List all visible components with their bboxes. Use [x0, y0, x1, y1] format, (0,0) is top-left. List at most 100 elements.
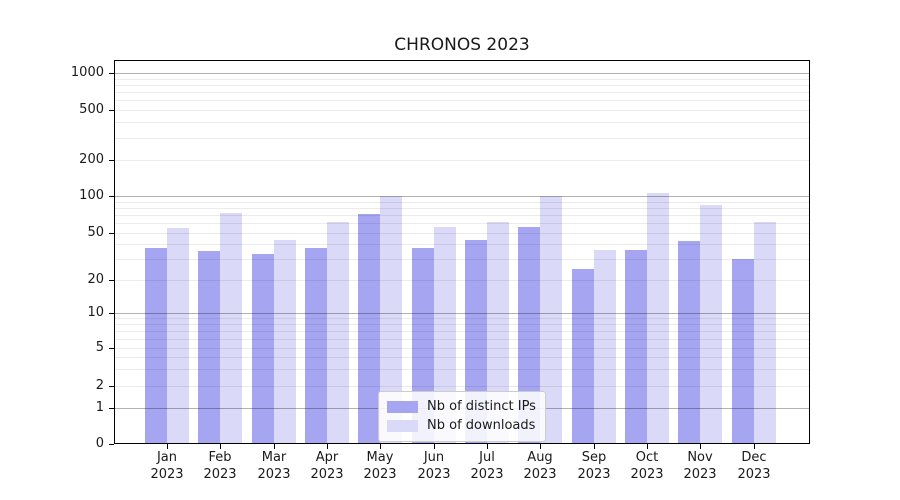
minor-gridline	[115, 202, 810, 203]
bar-distinct-ips-sep	[571, 268, 594, 444]
bar-downloads-sep	[593, 249, 616, 444]
minor-gridline	[115, 324, 810, 325]
y-tick-mark	[109, 110, 114, 111]
y-tick-mark	[109, 233, 114, 234]
y-tick-label: 2	[95, 378, 104, 393]
y-tick-mark	[109, 408, 114, 409]
x-tick-label: Aug 2023	[523, 450, 557, 482]
minor-gridline	[115, 223, 810, 224]
y-tick-label: 0	[95, 436, 104, 451]
y-tick-label: 20	[87, 272, 104, 287]
bar-distinct-ips-feb	[198, 251, 221, 444]
bar-downloads-may	[380, 196, 403, 444]
y-tick-mark	[109, 313, 114, 314]
bar-downloads-apr	[326, 221, 349, 444]
x-tick-label: Jan 2023	[150, 450, 184, 482]
bar-distinct-ips-oct	[624, 249, 647, 444]
y-tick-label: 100	[79, 188, 104, 203]
y-tick-mark	[109, 444, 114, 445]
minor-gridline	[115, 138, 810, 139]
bar-distinct-ips-nov	[678, 240, 701, 444]
minor-gridline	[115, 215, 810, 216]
bar-downloads-feb	[220, 212, 243, 444]
x-tick-mark	[327, 444, 328, 449]
minor-gridline	[115, 208, 810, 209]
minor-gridline	[115, 244, 810, 245]
x-tick-mark	[540, 444, 541, 449]
minor-gridline	[115, 92, 810, 93]
x-tick-mark	[700, 444, 701, 449]
legend-item: Nb of downloads	[387, 416, 536, 435]
y-tick-label: 500	[79, 102, 104, 117]
x-tick-mark	[167, 444, 168, 449]
x-tick-label: Sep 2023	[577, 450, 611, 482]
bar-downloads-nov	[700, 204, 723, 444]
bar-distinct-ips-jan	[145, 248, 167, 444]
bar-downloads-mar	[273, 239, 296, 444]
legend-swatch-icon	[387, 400, 418, 413]
x-tick-mark	[220, 444, 221, 449]
minor-gridline	[115, 331, 810, 332]
minor-gridline	[115, 369, 810, 370]
bar-distinct-ips-aug	[518, 226, 541, 444]
minor-gridline	[115, 348, 810, 349]
minor-gridline	[115, 122, 810, 123]
legend-swatch-icon	[387, 419, 418, 432]
bar-downloads-dec	[753, 221, 776, 444]
legend: Nb of distinct IPs Nb of downloads	[378, 391, 546, 442]
y-tick-mark	[109, 348, 114, 349]
minor-gridline	[115, 259, 810, 260]
x-tick-label: May 2023	[363, 450, 397, 482]
y-tick-mark	[109, 386, 114, 387]
x-tick-mark	[274, 444, 275, 449]
x-tick-mark	[434, 444, 435, 449]
x-tick-label: Jun 2023	[417, 450, 451, 482]
x-tick-label: Mar 2023	[257, 450, 291, 482]
y-tick-label: 5	[95, 340, 104, 355]
y-tick-label: 50	[87, 225, 104, 240]
bar-downloads-aug	[540, 196, 563, 444]
y-tick-mark	[109, 196, 114, 197]
x-tick-mark	[754, 444, 755, 449]
x-tick-label: Feb 2023	[203, 450, 237, 482]
x-tick-label: Nov 2023	[683, 450, 717, 482]
x-tick-mark	[647, 444, 648, 449]
minor-gridline	[115, 318, 810, 319]
major-gridline	[115, 313, 810, 314]
y-tick-label: 10	[87, 305, 104, 320]
y-tick-mark	[109, 73, 114, 74]
x-tick-mark	[594, 444, 595, 449]
chart-title: CHRONOS 2023	[394, 35, 530, 55]
bar-downloads-oct	[646, 193, 669, 444]
y-tick-mark	[109, 160, 114, 161]
minor-gridline	[115, 79, 810, 80]
legend-label: Nb of downloads	[427, 418, 536, 433]
x-tick-mark	[380, 444, 381, 449]
x-tick-mark	[487, 444, 488, 449]
bar-distinct-ips-dec	[731, 259, 754, 444]
y-tick-label: 1	[95, 400, 104, 415]
bar-distinct-ips-apr	[304, 248, 327, 444]
minor-gridline	[115, 357, 810, 358]
x-tick-label: Dec 2023	[737, 450, 771, 482]
bar-distinct-ips-may	[358, 213, 381, 444]
major-gridline	[115, 73, 810, 74]
bar-downloads-jun	[433, 226, 456, 444]
x-tick-label: Oct 2023	[630, 450, 664, 482]
bar-distinct-ips-mar	[251, 254, 274, 444]
minor-gridline	[115, 233, 810, 234]
bar-downloads-jul	[486, 221, 509, 444]
major-gridline	[115, 196, 810, 197]
minor-gridline	[115, 280, 810, 281]
legend-label: Nb of distinct IPs	[427, 399, 536, 414]
x-tick-label: Jul 2023	[470, 450, 504, 482]
y-tick-mark	[109, 280, 114, 281]
minor-gridline	[115, 110, 810, 111]
legend-item: Nb of distinct IPs	[387, 397, 536, 416]
y-tick-label: 200	[79, 152, 104, 167]
bar-downloads-jan	[167, 227, 189, 444]
minor-gridline	[115, 339, 810, 340]
minor-gridline	[115, 160, 810, 161]
x-tick-label: Apr 2023	[310, 450, 344, 482]
